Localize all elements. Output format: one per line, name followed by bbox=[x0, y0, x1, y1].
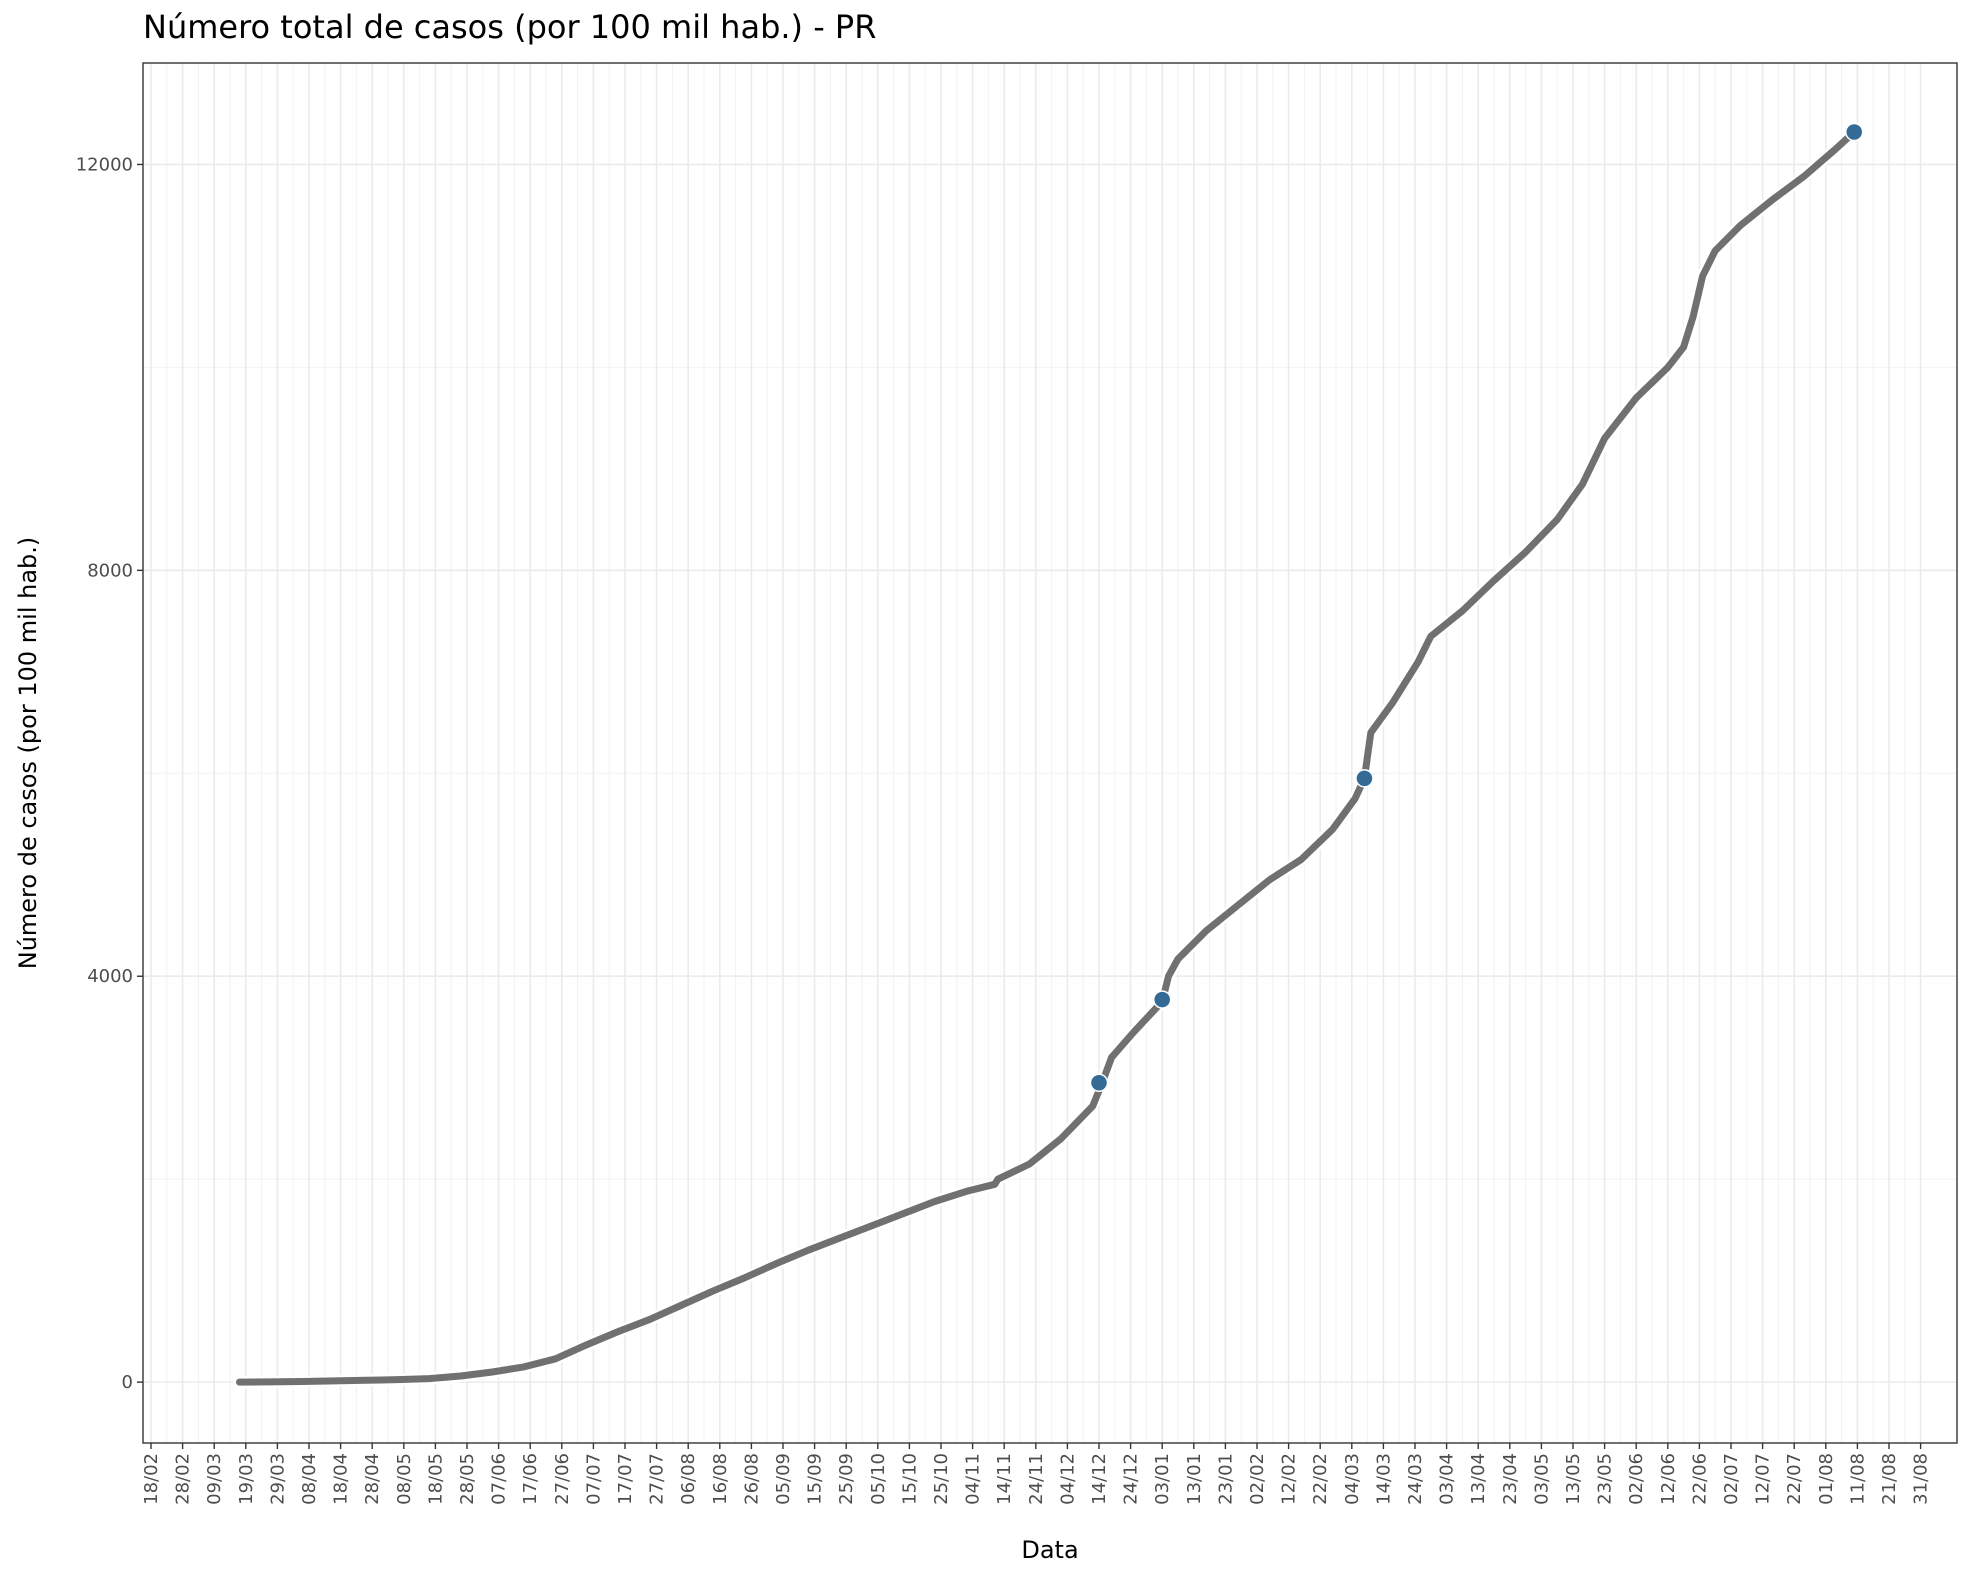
x-tick-label: 28/04 bbox=[362, 1453, 383, 1505]
x-tick-label: 26/08 bbox=[741, 1453, 762, 1505]
x-tick-label: 24/12 bbox=[1121, 1453, 1142, 1505]
series-line bbox=[236, 128, 1858, 1386]
x-tick-label: 31/08 bbox=[1911, 1453, 1932, 1505]
x-tick-label: 24/03 bbox=[1405, 1453, 1426, 1505]
x-tick-label: 04/12 bbox=[1057, 1453, 1078, 1505]
y-tick-label: 0 bbox=[122, 1372, 133, 1393]
y-axis: 0 4000 8000 12000 bbox=[76, 154, 143, 1393]
x-tick-label: 09/03 bbox=[204, 1453, 225, 1505]
x-tick-label: 01/08 bbox=[1816, 1453, 1837, 1505]
x-tick-label: 06/08 bbox=[678, 1453, 699, 1505]
plot-border bbox=[142, 62, 1958, 1444]
points-layer bbox=[1089, 122, 1864, 1093]
x-tick-label: 29/03 bbox=[267, 1453, 288, 1505]
x-tick-label: 03/05 bbox=[1531, 1453, 1552, 1505]
x-tick-label: 08/05 bbox=[394, 1453, 415, 1505]
x-axis-title: Data bbox=[1021, 1536, 1078, 1564]
highlight-point bbox=[1355, 769, 1374, 788]
x-tick-label: 04/11 bbox=[963, 1453, 984, 1505]
x-axis: 18/02 28/02 09/03 19/03 29/03 08/04 18/04 28/04… bbox=[141, 1443, 1932, 1505]
x-tick-label: 13/01 bbox=[1184, 1453, 1205, 1505]
series-layer bbox=[233, 126, 1861, 1389]
highlight-point bbox=[1152, 990, 1172, 1009]
x-tick-label: 22/06 bbox=[1689, 1453, 1710, 1505]
x-tick-label: 02/02 bbox=[1247, 1453, 1268, 1505]
y-tick-label: 12000 bbox=[76, 154, 133, 175]
x-tick-label: 18/04 bbox=[331, 1453, 352, 1505]
x-tick-label: 18/02 bbox=[141, 1453, 162, 1505]
x-tick-label: 25/10 bbox=[931, 1453, 952, 1505]
highlight-point bbox=[1089, 1073, 1109, 1093]
minor-grid bbox=[143, 63, 1957, 1443]
x-tick-label: 07/07 bbox=[583, 1453, 604, 1505]
y-tick-label: 4000 bbox=[87, 966, 133, 987]
x-tick-label: 12/02 bbox=[1279, 1453, 1300, 1505]
x-tick-label: 25/09 bbox=[836, 1453, 857, 1505]
x-tick-label: 27/06 bbox=[552, 1453, 573, 1505]
x-tick-label: 14/11 bbox=[994, 1453, 1015, 1505]
x-tick-label: 23/05 bbox=[1595, 1453, 1616, 1505]
x-tick-label: 17/06 bbox=[520, 1453, 541, 1505]
x-tick-label: 14/03 bbox=[1373, 1453, 1394, 1505]
x-tick-label: 11/08 bbox=[1847, 1453, 1868, 1505]
x-tick-label: 15/09 bbox=[805, 1453, 826, 1505]
x-tick-label: 16/08 bbox=[710, 1453, 731, 1505]
x-tick-label: 08/04 bbox=[299, 1453, 320, 1505]
x-tick-label: 15/10 bbox=[899, 1453, 920, 1505]
x-tick-label: 05/10 bbox=[868, 1453, 889, 1505]
x-tick-label: 13/04 bbox=[1468, 1453, 1489, 1505]
x-tick-label: 04/03 bbox=[1342, 1453, 1363, 1505]
x-tick-label: 22/02 bbox=[1310, 1453, 1331, 1505]
x-tick-label: 03/04 bbox=[1437, 1453, 1458, 1505]
x-tick-label: 12/07 bbox=[1753, 1453, 1774, 1505]
x-tick-label: 12/06 bbox=[1658, 1453, 1679, 1505]
x-tick-label: 02/07 bbox=[1721, 1453, 1742, 1505]
x-tick-label: 02/06 bbox=[1626, 1453, 1647, 1505]
x-tick-label: 21/08 bbox=[1879, 1453, 1900, 1505]
x-tick-label: 03/01 bbox=[1152, 1453, 1173, 1505]
x-tick-label: 28/02 bbox=[173, 1453, 194, 1505]
x-tick-label: 17/07 bbox=[615, 1453, 636, 1505]
x-tick-label: 24/11 bbox=[1026, 1453, 1047, 1505]
x-tick-label: 05/09 bbox=[773, 1453, 794, 1505]
x-tick-label: 07/06 bbox=[489, 1453, 510, 1505]
x-tick-label: 23/04 bbox=[1500, 1453, 1521, 1505]
x-tick-label: 23/01 bbox=[1215, 1453, 1236, 1505]
plot-background bbox=[143, 63, 1957, 1443]
x-tick-label: 19/03 bbox=[236, 1453, 257, 1505]
y-tick-label: 8000 bbox=[87, 560, 133, 581]
x-tick-label: 22/07 bbox=[1784, 1453, 1805, 1505]
chart-title: Número total de casos (por 100 mil hab.)… bbox=[143, 8, 877, 46]
highlight-point bbox=[1844, 122, 1864, 142]
x-tick-label: 18/05 bbox=[425, 1453, 446, 1505]
x-tick-label: 27/07 bbox=[647, 1453, 668, 1505]
x-tick-label: 28/05 bbox=[457, 1453, 478, 1505]
x-tick-label: 14/12 bbox=[1089, 1453, 1110, 1505]
y-axis-title: Número de casos (por 100 mil hab.) bbox=[14, 537, 42, 970]
x-tick-label: 13/05 bbox=[1563, 1453, 1584, 1505]
